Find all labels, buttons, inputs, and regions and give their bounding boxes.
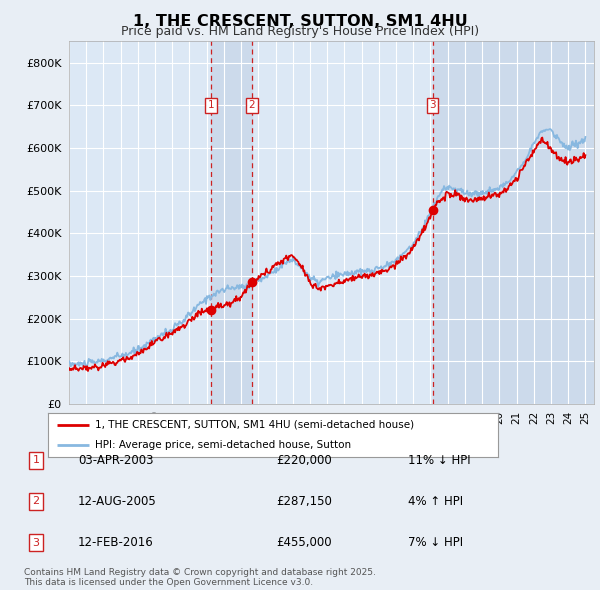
Text: 2: 2 — [248, 100, 255, 110]
Text: 3: 3 — [32, 538, 40, 548]
Text: £287,150: £287,150 — [276, 495, 332, 508]
Text: 12-AUG-2005: 12-AUG-2005 — [78, 495, 157, 508]
Text: 2: 2 — [32, 497, 40, 506]
Bar — [211, 41, 252, 404]
Text: 1: 1 — [32, 455, 40, 465]
Text: 3: 3 — [429, 100, 436, 110]
Text: 4% ↑ HPI: 4% ↑ HPI — [408, 495, 463, 508]
Text: £455,000: £455,000 — [276, 536, 332, 549]
Text: HPI: Average price, semi-detached house, Sutton: HPI: Average price, semi-detached house,… — [95, 440, 352, 450]
Text: 7% ↓ HPI: 7% ↓ HPI — [408, 536, 463, 549]
Text: 1: 1 — [208, 100, 214, 110]
Text: 12-FEB-2016: 12-FEB-2016 — [78, 536, 154, 549]
Text: 1, THE CRESCENT, SUTTON, SM1 4HU: 1, THE CRESCENT, SUTTON, SM1 4HU — [133, 14, 467, 28]
Text: £220,000: £220,000 — [276, 454, 332, 467]
Bar — [433, 41, 594, 404]
Text: 11% ↓ HPI: 11% ↓ HPI — [408, 454, 470, 467]
Text: 1, THE CRESCENT, SUTTON, SM1 4HU (semi-detached house): 1, THE CRESCENT, SUTTON, SM1 4HU (semi-d… — [95, 420, 415, 430]
Text: 03-APR-2003: 03-APR-2003 — [78, 454, 154, 467]
Text: Contains HM Land Registry data © Crown copyright and database right 2025.
This d: Contains HM Land Registry data © Crown c… — [24, 568, 376, 587]
Text: Price paid vs. HM Land Registry's House Price Index (HPI): Price paid vs. HM Land Registry's House … — [121, 25, 479, 38]
